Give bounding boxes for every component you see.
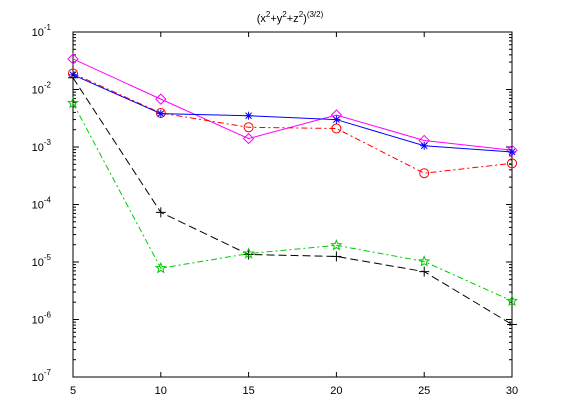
- marker-circle: [419, 168, 430, 179]
- data-point: [508, 147, 516, 156]
- data-point: [156, 109, 165, 118]
- marker-pentagram: [66, 96, 80, 109]
- marker-pentagram: [505, 294, 519, 307]
- y-tick-exponent: -4: [44, 196, 52, 205]
- data-point: [242, 132, 255, 145]
- data-point: [244, 111, 253, 120]
- marker-asterisk: [245, 112, 252, 120]
- data-point: [332, 115, 341, 124]
- data-point: [507, 319, 517, 330]
- title-part: ): [303, 13, 307, 25]
- data-point: [243, 122, 254, 133]
- data-point: [154, 261, 167, 274]
- data-point: [243, 249, 254, 260]
- x-tick-label: 20: [330, 385, 342, 397]
- marker-diamond: [242, 132, 255, 145]
- title-exp: 2: [266, 10, 271, 19]
- data-point: [507, 158, 517, 169]
- data-point: [330, 238, 343, 251]
- series-line: [72, 77, 513, 325]
- data-point: [418, 255, 431, 267]
- data-point: [155, 93, 167, 105]
- series-layer: [66, 53, 519, 330]
- x-tick-label: 10: [155, 385, 167, 397]
- marker-pentagram: [418, 255, 431, 267]
- marker-circle: [243, 122, 254, 133]
- marker-circle: [331, 123, 342, 134]
- data-point: [242, 247, 255, 259]
- marker-circle: [507, 158, 517, 169]
- title-exp: 2: [299, 10, 304, 19]
- y-tick-exponent: -7: [44, 368, 52, 377]
- data-point: [155, 207, 166, 218]
- series-line: [72, 102, 513, 302]
- data-point: [331, 123, 342, 134]
- marker-asterisk: [333, 116, 340, 123]
- data-point: [68, 72, 78, 83]
- data-point: [420, 141, 429, 150]
- y-tick-exponent: -1: [44, 23, 52, 32]
- title-part: +y: [270, 13, 282, 25]
- data-point: [419, 266, 430, 277]
- y-tick-exponent: -5: [44, 253, 52, 262]
- data-point: [331, 251, 342, 262]
- data-point: [419, 168, 430, 179]
- data-point: [505, 294, 519, 307]
- marker-diamond: [155, 93, 167, 105]
- marker-pentagram: [330, 238, 343, 251]
- data-point: [67, 53, 79, 65]
- y-tick-exponent: -3: [44, 138, 52, 147]
- x-tick-label: 15: [242, 385, 254, 397]
- marker-pentagram: [242, 247, 255, 259]
- title-part: +z: [287, 13, 299, 25]
- marker-asterisk: [508, 148, 516, 156]
- marker-pentagram: [154, 261, 167, 274]
- marker-asterisk: [420, 142, 428, 150]
- marker-diamond: [67, 53, 79, 65]
- y-tick-exponent: -2: [44, 81, 52, 90]
- title-exp: (3/2): [307, 10, 324, 19]
- series-line: [72, 73, 513, 174]
- data-point: [66, 96, 80, 109]
- x-tick-label: 25: [418, 385, 430, 397]
- series-line: [72, 74, 513, 153]
- title-part: (x: [257, 13, 267, 25]
- x-tick-label: 30: [506, 385, 518, 397]
- y-tick-exponent: -6: [44, 311, 52, 320]
- chart-title: (x2+y2+z2)(3/2): [257, 10, 324, 25]
- title-exp: 2: [282, 10, 287, 19]
- series-line: [72, 58, 513, 151]
- marker-asterisk: [157, 110, 165, 118]
- x-tick-label: 5: [70, 385, 76, 397]
